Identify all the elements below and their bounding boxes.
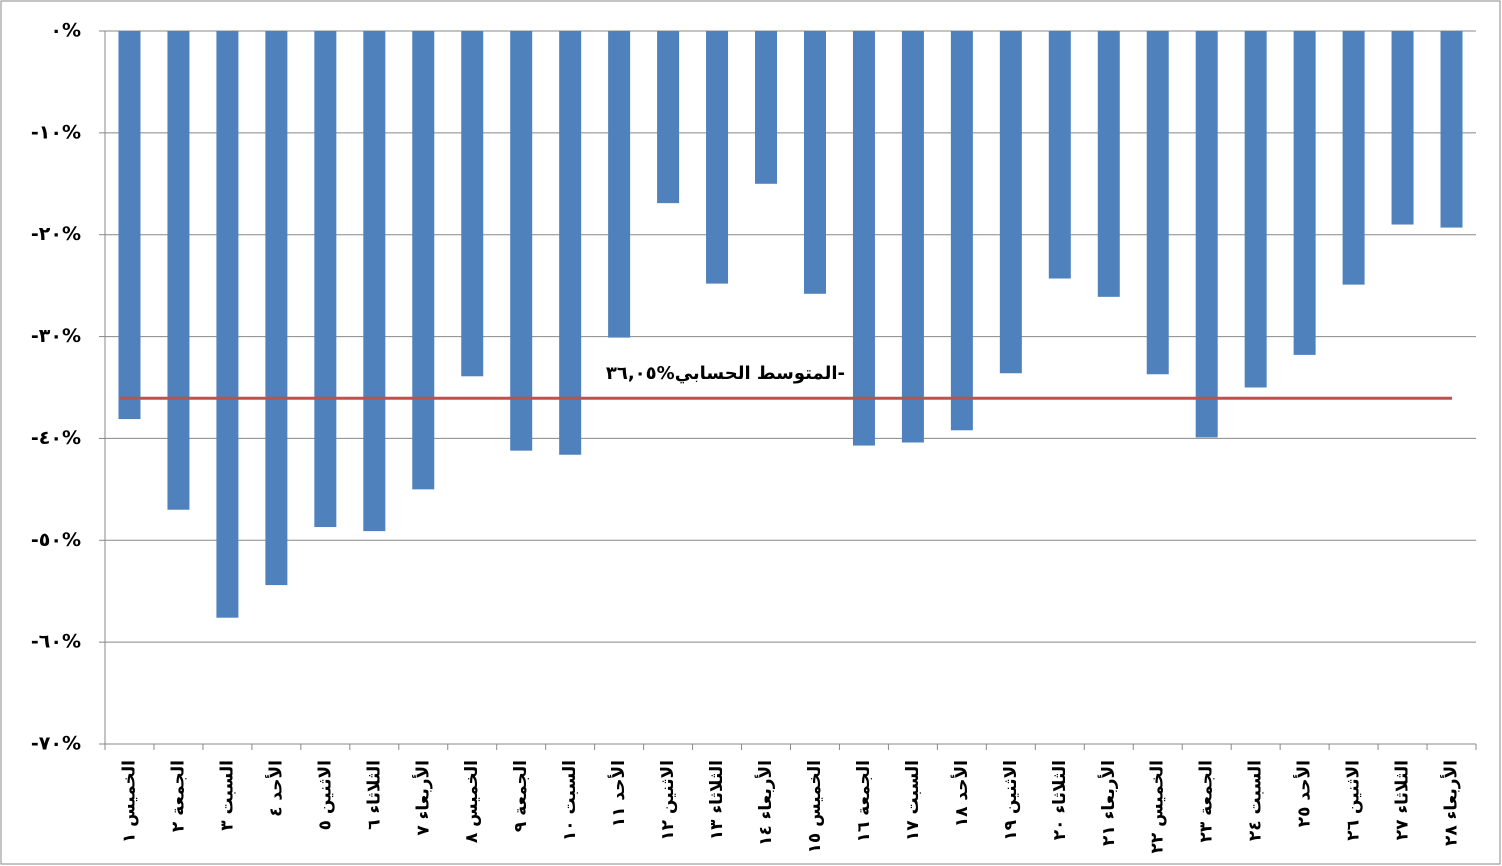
x-tick-label: الأحد ١١ (608, 760, 629, 827)
x-tick-label: الاثنين ٢٦ (1344, 760, 1364, 841)
x-tick-label: الثلاثاء ٢٧ (1393, 760, 1413, 840)
x-tick-label: السبت ٣ (217, 760, 237, 831)
bar (412, 31, 435, 490)
y-tick-label: -٧٠% (31, 733, 81, 755)
x-tick-label: الأحد ٢٥ (1294, 760, 1315, 827)
x-tick-label: السبت ١٧ (903, 760, 923, 841)
bar (510, 31, 533, 451)
x-tick-label: الجمعة ٢٣ (1197, 760, 1217, 842)
bar (1097, 31, 1120, 297)
x-tick-label: الثلاثاء ١٣ (707, 760, 727, 840)
bar (803, 31, 826, 294)
bar (314, 31, 337, 528)
bar (901, 31, 924, 443)
x-tick-label: الثلاثاء ٦ (364, 760, 384, 830)
bar (118, 31, 141, 420)
bar (1146, 31, 1169, 375)
x-tick-label: الجمعة ١٦ (854, 760, 874, 842)
bar (461, 31, 484, 377)
y-tick-label: ٠% (50, 20, 81, 42)
x-tick-label: الاثنين ٥ (315, 760, 335, 830)
bar (1195, 31, 1218, 438)
x-tick-label: السبت ١٠ (560, 760, 580, 841)
bar (363, 31, 386, 532)
y-tick-label: -٦٠% (31, 631, 81, 653)
bar (608, 31, 631, 338)
x-tick-label: الأحد ٤ (265, 760, 286, 817)
x-tick-label: الخميس ١ (119, 760, 139, 843)
y-tick-label: -٤٠% (31, 427, 81, 449)
x-tick-label: الأربعاء ١٤ (755, 760, 776, 846)
x-tick-label: الاثنين ١٢ (658, 760, 678, 841)
x-tick-label: الأربعاء ٢٨ (1441, 760, 1462, 846)
x-tick-label: الجمعة ٩ (511, 760, 531, 832)
y-tick-label: -٢٠% (31, 223, 81, 245)
bar (265, 31, 288, 586)
x-tick-label: السبت ٢٤ (1246, 760, 1266, 841)
x-tick-label: الاثنين ١٩ (1001, 760, 1021, 841)
bar (706, 31, 729, 284)
y-tick-label: -١٠% (31, 121, 81, 143)
bar (216, 31, 239, 618)
bar (1244, 31, 1267, 388)
y-tick-label: -٣٠% (31, 325, 81, 347)
mean-label: المتوسط الحسابي%٣٦,٠٥- (606, 363, 845, 384)
x-tick-label: الأحد ١٨ (951, 760, 972, 827)
y-tick-label: -٥٠% (31, 529, 81, 551)
x-tick-label: الأربعاء ٧ (412, 760, 433, 836)
x-tick-label: الخميس ١٥ (805, 760, 825, 854)
bar (755, 31, 778, 184)
x-tick-label: الجمعة ٢ (168, 760, 188, 832)
bar (657, 31, 680, 204)
bar (1391, 31, 1414, 225)
bar (1048, 31, 1071, 279)
x-tick-label: الخميس ٨ (462, 760, 482, 843)
x-tick-label: الثلاثاء ٢٠ (1050, 760, 1070, 840)
bar (950, 31, 973, 431)
bar (1440, 31, 1463, 228)
bar (1342, 31, 1365, 285)
x-tick-label: الأربعاء ٢١ (1098, 760, 1119, 846)
bar (852, 31, 875, 446)
bar (167, 31, 190, 510)
bar (559, 31, 582, 455)
bar (999, 31, 1022, 374)
x-tick-label: الخميس ٢٢ (1148, 760, 1168, 854)
bar (1293, 31, 1316, 355)
